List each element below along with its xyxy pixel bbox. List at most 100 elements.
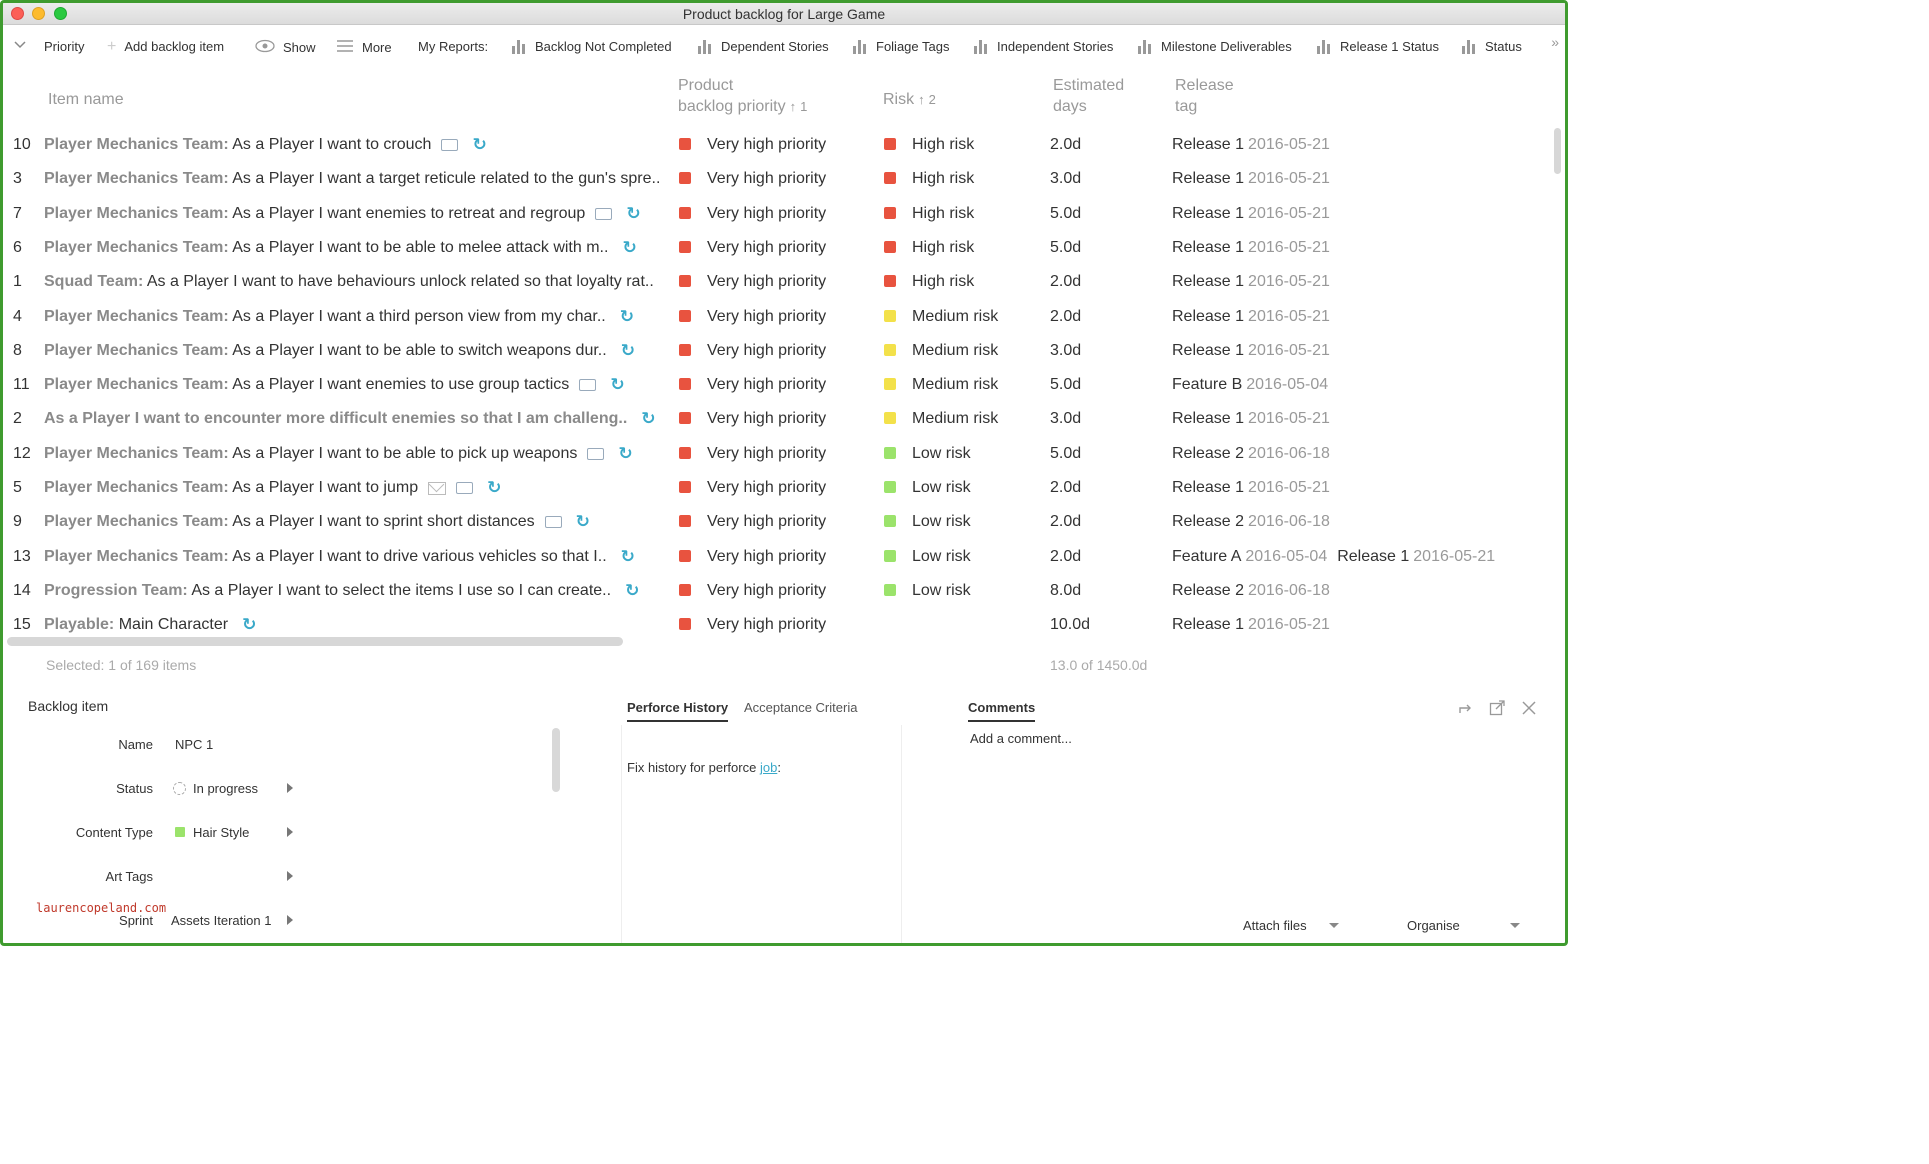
window-close-button[interactable] [11, 7, 24, 20]
report-status[interactable]: Status [1461, 39, 1522, 54]
status-field[interactable]: In progress [165, 773, 301, 803]
report-backlog-not-completed[interactable]: Backlog Not Completed [511, 39, 672, 54]
attach-files-button[interactable]: Attach files [1243, 918, 1339, 933]
release-tag-cell[interactable]: Release 1 2016-05-21 [1172, 231, 1552, 265]
release-tag-cell[interactable]: Feature B 2016-05-04 [1172, 368, 1552, 402]
pin-icon[interactable] [1457, 700, 1473, 721]
sync-icon[interactable]: ↻ [472, 135, 487, 154]
sync-icon[interactable]: ↻ [620, 546, 635, 566]
column-risk[interactable]: Risk ↑ 2 [883, 89, 936, 110]
table-row[interactable]: 8 Player Mechanics Team: As a Player I wa… [3, 334, 1553, 368]
estimated-days[interactable]: 10.0d [1050, 616, 1091, 634]
item-name-cell[interactable]: Player Mechanics Team: As a Player I wan… [44, 300, 664, 334]
risk-cell[interactable]: Low risk [884, 540, 1044, 574]
item-name-cell[interactable]: Playable: Main Character ↻ [44, 608, 664, 642]
sync-icon[interactable]: ↻ [618, 443, 633, 463]
estimated-days[interactable]: 5.0d [1050, 204, 1082, 222]
priority-cell[interactable]: Very high priority [679, 402, 869, 436]
table-row[interactable]: 5 Player Mechanics Team: As a Player I wa… [3, 471, 1553, 505]
sync-icon[interactable]: ↻ [620, 340, 635, 360]
priority-cell[interactable]: Very high priority [679, 368, 869, 402]
table-row[interactable]: 2 As a Player I want to encounter more di… [3, 402, 1553, 436]
sprint-field[interactable]: Assets Iteration 1 [165, 905, 301, 935]
priority-cell[interactable]: Very high priority [679, 334, 869, 368]
art-tags-field[interactable] [165, 861, 301, 891]
sync-icon[interactable]: ↻ [626, 203, 641, 223]
priority-cell[interactable]: Very high priority [679, 540, 869, 574]
report-dependent-stories[interactable]: Dependent Stories [697, 39, 829, 54]
envelope-icon[interactable] [428, 481, 447, 495]
estimated-days[interactable]: 2.0d [1050, 307, 1082, 325]
priority-cell[interactable]: Very high priority [679, 608, 869, 642]
comment-icon[interactable] [456, 482, 474, 494]
item-name-cell[interactable]: Player Mechanics Team: As a Player I wan… [44, 437, 664, 471]
table-row[interactable]: 14 Progression Team: As a Player I want t… [3, 574, 1553, 608]
job-link[interactable]: job [759, 760, 778, 775]
release-tag-cell[interactable]: Release 1 2016-05-21 [1172, 402, 1552, 436]
estimated-days[interactable]: 2.0d [1050, 479, 1082, 496]
estimated-days[interactable]: 5.0d [1050, 238, 1082, 256]
sync-icon[interactable]: ↻ [575, 512, 590, 532]
risk-cell[interactable]: Low risk [884, 437, 1044, 471]
release-tag-cell[interactable]: Release 2 2016-06-18 [1172, 505, 1552, 539]
item-name-cell[interactable]: Squad Team: As a Player I want to have b… [44, 265, 664, 299]
table-row[interactable]: 13 Player Mechanics Team: As a Player I w… [3, 540, 1553, 574]
table-row[interactable]: 3 Player Mechanics Team: As a Player I wa… [3, 162, 1553, 196]
priority-cell[interactable]: Very high priority [679, 197, 869, 231]
estimated-days[interactable]: 5.0d [1050, 376, 1082, 394]
release-tag-cell[interactable]: Release 2 2016-06-18 [1172, 437, 1552, 471]
tab-comments[interactable]: Comments [968, 700, 1036, 722]
priority-cell[interactable]: Very high priority [679, 162, 869, 196]
horizontal-scrollbar[interactable] [7, 637, 623, 646]
table-row[interactable]: 1 Squad Team: As a Player I want to have … [3, 265, 1553, 299]
estimated-days[interactable]: 2.0d [1050, 273, 1082, 291]
table-row[interactable]: 7 Player Mechanics Team: As a Player I wa… [3, 197, 1553, 231]
report-foliage-tags[interactable]: Foliage Tags [852, 39, 949, 54]
risk-cell[interactable]: Medium risk [884, 334, 1044, 368]
sync-icon[interactable]: ↻ [641, 409, 656, 429]
priority-cell[interactable]: Very high priority [679, 231, 869, 265]
report-independent-stories[interactable]: Independent Stories [973, 39, 1113, 54]
item-name-cell[interactable]: Player Mechanics Team: As a Player I wan… [44, 540, 664, 574]
release-tag-cell[interactable]: Release 1 2016-05-21 [1172, 197, 1552, 231]
risk-cell[interactable]: Medium risk [884, 300, 1044, 334]
item-name-cell[interactable]: Player Mechanics Team: As a Player I wan… [44, 231, 664, 265]
item-name-cell[interactable]: Player Mechanics Team: As a Player I wan… [44, 505, 664, 539]
comment-icon[interactable] [595, 207, 613, 220]
comment-icon[interactable] [587, 447, 605, 460]
toolbar-overflow-icon[interactable]: » [1551, 34, 1559, 50]
estimated-days[interactable]: 2.0d [1050, 136, 1082, 153]
priority-cell[interactable]: Very high priority [679, 265, 869, 299]
more-button[interactable]: More [336, 39, 392, 56]
vertical-scrollbar[interactable] [1554, 128, 1561, 174]
estimated-days[interactable]: 3.0d [1050, 341, 1082, 359]
priority-cell[interactable]: Very high priority [679, 505, 869, 539]
add-comment-input[interactable]: Add a comment... [970, 731, 1072, 746]
sync-icon[interactable]: ↻ [625, 580, 640, 600]
release-tag-cell[interactable]: Release 1 2016-05-21 [1172, 162, 1552, 196]
column-priority[interactable]: Product backlog priority ↑ 1 [678, 75, 807, 117]
estimated-days[interactable]: 2.0d [1050, 513, 1082, 531]
name-field[interactable]: NPC 1 [165, 729, 545, 759]
estimated-days[interactable]: 8.0d [1050, 581, 1082, 599]
table-row[interactable]: 15 Playable: Main Character ↻ Very high pri… [3, 608, 1553, 642]
table-row[interactable]: 12 Player Mechanics Team: As a Player I w… [3, 437, 1553, 471]
estimated-days[interactable]: 2.0d [1050, 547, 1082, 565]
table-row[interactable]: 9 Player Mechanics Team: As a Player I wa… [3, 505, 1553, 539]
item-name-cell[interactable]: As a Player I want to encounter more dif… [44, 402, 664, 436]
sync-icon[interactable]: ↻ [619, 306, 634, 326]
priority-cell[interactable]: Very high priority [679, 471, 869, 505]
window-minimize-button[interactable] [32, 7, 45, 20]
sync-icon[interactable]: ↻ [622, 237, 637, 257]
release-tag-cell[interactable]: Release 1 2016-05-21 [1172, 128, 1552, 162]
column-estimated-days[interactable]: Estimated days [1053, 75, 1124, 117]
release-tag-cell[interactable]: Release 1 2016-05-21 [1172, 265, 1552, 299]
table-row[interactable]: 6 Player Mechanics Team: As a Player I wa… [3, 231, 1553, 265]
release-tag-cell[interactable]: Release 1 2016-05-21 [1172, 608, 1552, 642]
comment-icon[interactable] [441, 139, 459, 151]
sync-icon[interactable]: ↻ [487, 478, 502, 497]
detail-scrollbar[interactable] [552, 728, 560, 792]
tab-perforce-history[interactable]: Perforce History [627, 700, 729, 722]
table-row[interactable]: 4 Player Mechanics Team: As a Player I wa… [3, 300, 1553, 334]
item-name-cell[interactable]: Player Mechanics Team: As a Player I wan… [44, 197, 664, 231]
